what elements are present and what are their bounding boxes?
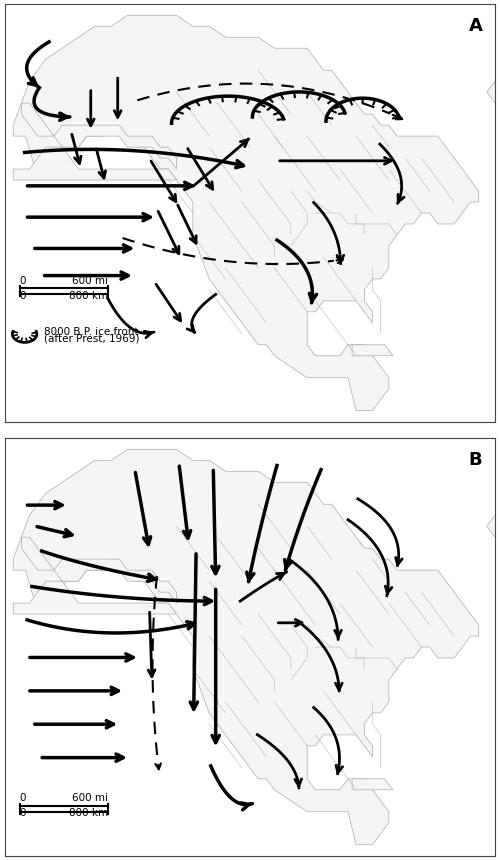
Text: (after Prest, 1969): (after Prest, 1969) (44, 333, 140, 343)
Text: 800 km: 800 km (69, 291, 108, 300)
Polygon shape (487, 15, 500, 136)
Text: B: B (468, 451, 482, 469)
Text: 800 km: 800 km (69, 808, 108, 818)
Polygon shape (352, 345, 393, 356)
Polygon shape (487, 449, 500, 570)
Polygon shape (13, 103, 176, 180)
Text: 0: 0 (20, 808, 26, 818)
Polygon shape (13, 449, 478, 845)
Text: 0: 0 (20, 276, 26, 286)
Text: 0: 0 (20, 794, 26, 803)
Polygon shape (13, 538, 176, 614)
Text: 0: 0 (20, 291, 26, 300)
Polygon shape (352, 779, 393, 789)
Text: 600 mi: 600 mi (72, 794, 108, 803)
Text: 600 mi: 600 mi (72, 276, 108, 286)
Text: 8000 B.P. ice front: 8000 B.P. ice front (44, 327, 138, 337)
Polygon shape (13, 15, 478, 411)
Text: A: A (468, 17, 482, 34)
